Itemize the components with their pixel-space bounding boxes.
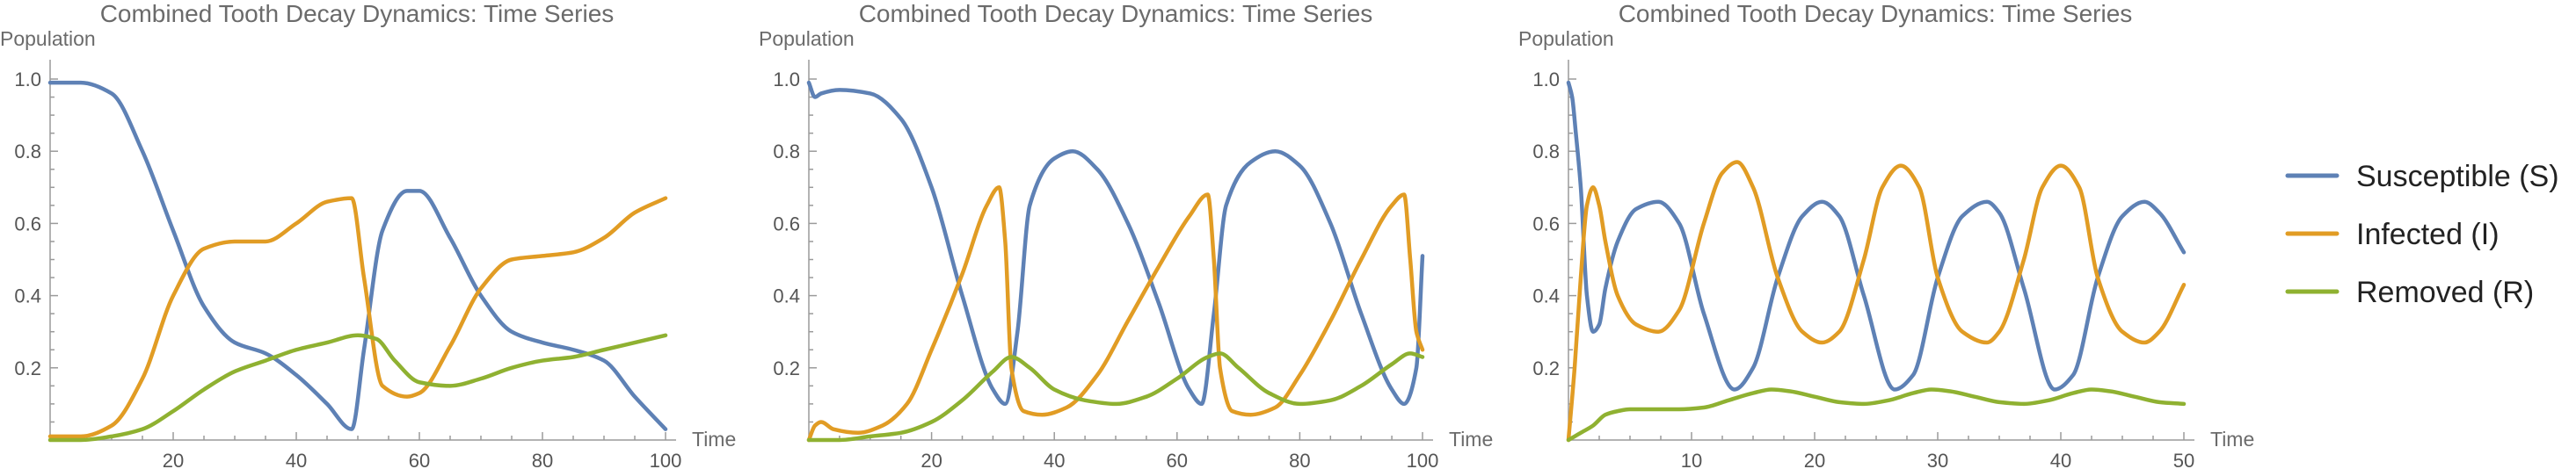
- x-axis-label: Time: [1449, 428, 1493, 451]
- x-axis-label: Time: [2210, 428, 2254, 451]
- y-tick-label: 0.6: [14, 213, 41, 234]
- x-axis-label: Time: [692, 428, 736, 451]
- y-tick-label: 0.4: [1532, 285, 1560, 307]
- x-tick-label: 60: [409, 450, 430, 469]
- x-tick-label: 60: [1167, 450, 1188, 469]
- chart-panel-2: Combined Tooth Decay Dynamics: Time Seri…: [759, 0, 1493, 469]
- y-tick-label: 1.0: [1532, 69, 1560, 90]
- y-tick-label: 1.0: [773, 69, 800, 90]
- x-tick-label: 80: [1289, 450, 1310, 469]
- x-tick-label: 20: [163, 450, 184, 469]
- y-tick-label: 0.4: [14, 285, 41, 307]
- y-tick-label: 0.6: [1532, 213, 1560, 234]
- chart-title: Combined Tooth Decay Dynamics: Time Seri…: [1619, 0, 2133, 27]
- y-tick-label: 0.8: [773, 141, 800, 162]
- y-axis-label: Population: [1518, 27, 1614, 50]
- y-tick-label: 0.8: [14, 141, 41, 162]
- x-tick-label: 30: [1927, 450, 1948, 469]
- y-axis-label: Population: [0, 27, 96, 50]
- x-tick-label: 50: [2173, 450, 2194, 469]
- x-tick-label: 10: [1681, 450, 1702, 469]
- y-tick-label: 0.8: [1532, 141, 1560, 162]
- series-line-infected-i: [806, 185, 1425, 443]
- series-line-infected-i: [1566, 160, 2187, 443]
- x-tick-label: 100: [1407, 450, 1439, 469]
- legend-label: Removed (R): [2356, 276, 2534, 309]
- legend: Susceptible (S) Infected (I) Removed (R): [2285, 160, 2559, 309]
- y-tick-label: 1.0: [14, 69, 41, 90]
- y-axis-label: Population: [759, 27, 855, 50]
- y-tick-label: 0.2: [1532, 357, 1560, 379]
- legend-label: Susceptible (S): [2356, 160, 2559, 193]
- series-line-infected-i: [47, 196, 668, 439]
- x-tick-label: 20: [921, 450, 942, 469]
- x-tick-label: 20: [1804, 450, 1825, 469]
- x-tick-label: 40: [1044, 450, 1065, 469]
- x-tick-label: 40: [2050, 450, 2071, 469]
- legend-item-removed-r: Removed (R): [2285, 276, 2534, 309]
- y-tick-label: 0.4: [773, 285, 800, 307]
- x-tick-label: 80: [532, 450, 553, 469]
- chart-title: Combined Tooth Decay Dynamics: Time Seri…: [100, 0, 615, 27]
- series-line-removed-r: [1566, 387, 2187, 443]
- legend-item-infected-i: Infected (I): [2285, 218, 2500, 251]
- chart-panel-3: Combined Tooth Decay Dynamics: Time Seri…: [1518, 0, 2254, 469]
- series-line-removed-r: [47, 333, 668, 443]
- y-tick-label: 0.6: [773, 213, 800, 234]
- legend-item-susceptible-s: Susceptible (S): [2285, 160, 2559, 193]
- legend-label: Infected (I): [2356, 218, 2500, 251]
- x-tick-label: 40: [286, 450, 307, 469]
- y-tick-label: 0.2: [14, 357, 41, 379]
- series-line-susceptible-s: [806, 80, 1425, 407]
- series-line-removed-r: [806, 351, 1425, 443]
- x-tick-label: 100: [650, 450, 682, 469]
- series-line-susceptible-s: [47, 80, 668, 431]
- chart-title: Combined Tooth Decay Dynamics: Time Seri…: [859, 0, 1373, 27]
- y-tick-label: 0.2: [773, 357, 800, 379]
- series-line-susceptible-s: [1566, 80, 2187, 392]
- chart-panel-1: Combined Tooth Decay Dynamics: Time Seri…: [0, 0, 736, 469]
